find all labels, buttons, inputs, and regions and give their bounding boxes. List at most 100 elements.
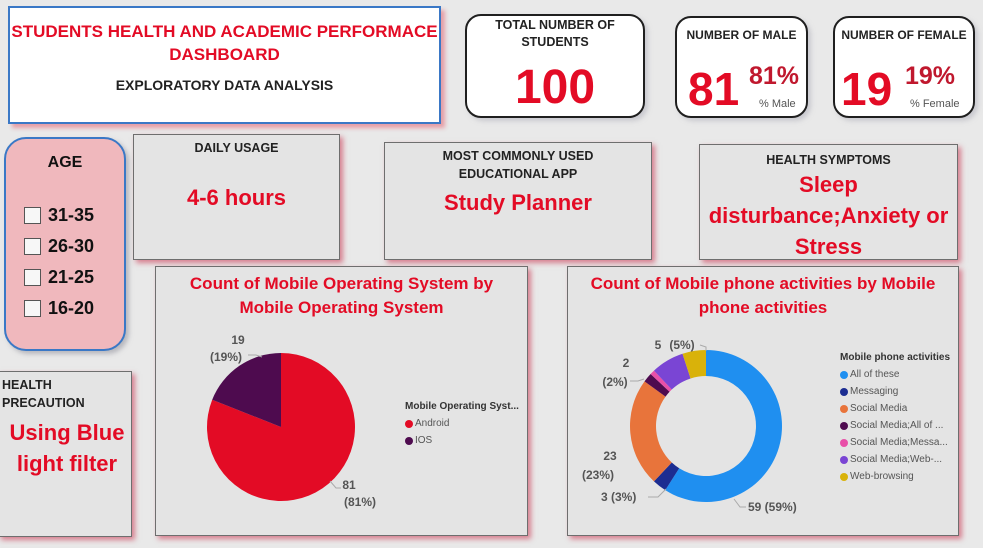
donut-slice-2[interactable] xyxy=(630,381,672,482)
leader-line-all xyxy=(733,498,746,508)
legend-label: Android xyxy=(415,418,450,429)
legend-label: Web-browsing xyxy=(850,471,914,482)
checkbox-icon[interactable] xyxy=(24,300,41,317)
legend-dot xyxy=(840,455,848,464)
dashboard-title-card: STUDENTS HEALTH AND ACADEMIC PERFORMACE … xyxy=(8,6,441,124)
age-option[interactable]: 16-20 xyxy=(24,298,94,319)
os-chart-card: Count of Mobile Operating System by Mobi… xyxy=(155,266,528,536)
donut-slice-3[interactable] xyxy=(644,373,670,397)
age-option[interactable]: 21-25 xyxy=(24,267,94,288)
legend-item-android[interactable]: Android xyxy=(405,418,519,429)
legend-item[interactable]: Web-browsing xyxy=(840,471,958,482)
total-students-value: 100 xyxy=(514,61,596,114)
data-label-android-count: 81 xyxy=(342,478,356,492)
legend-item[interactable]: Social Media xyxy=(840,403,958,414)
age-option-label: 26-30 xyxy=(48,236,95,256)
os-chart-title: Count of Mobile Operating System by Mobi… xyxy=(189,274,494,317)
male-count-value: 81 xyxy=(688,63,740,115)
legend-item[interactable]: Social Media;All of ... xyxy=(840,420,958,431)
legend-label: Social Media;All of ... xyxy=(850,420,944,431)
legend-dot xyxy=(840,404,848,413)
female-percent-label: % Female xyxy=(910,98,960,110)
age-option-label: 21-25 xyxy=(48,267,95,287)
legend-dot xyxy=(840,387,848,396)
daily-usage-card: DAILY USAGE 4-6 hours xyxy=(133,134,340,260)
legend-label: Social Media xyxy=(850,403,908,414)
data-label-social-count: 23 xyxy=(603,449,617,463)
legend-item[interactable]: All of these xyxy=(840,369,958,380)
pie-slice-ios[interactable] xyxy=(212,353,281,427)
checkbox-icon[interactable] xyxy=(24,269,41,286)
daily-usage-title: DAILY USAGE xyxy=(194,141,279,155)
os-pie-chart: 81 (81%) 19 (19%) xyxy=(207,333,376,509)
checkbox-icon[interactable] xyxy=(24,207,41,224)
leader-line-messaging xyxy=(648,488,667,498)
activities-chart-title: Count of Mobile phone activities by Mobi… xyxy=(590,274,936,317)
legend-label: All of these xyxy=(850,369,900,380)
common-app-card: MOST COMMONLY USED EDUCATIONAL APP Study… xyxy=(384,142,652,260)
age-option[interactable]: 31-35 xyxy=(24,205,94,226)
age-option-label: 16-20 xyxy=(48,298,95,318)
health-precaution-card: HEALTH PRECAUTION Using Blue light filte… xyxy=(0,371,132,537)
data-label-social-all-pct: (2%) xyxy=(602,375,627,389)
legend-dot xyxy=(840,370,848,379)
legend-item-ios[interactable]: IOS xyxy=(405,435,519,446)
donut-slice-1[interactable] xyxy=(653,462,680,491)
dashboard-subtitle: EXPLORATORY DATA ANALYSIS xyxy=(115,77,334,93)
data-label-ios-count: 19 xyxy=(231,333,245,347)
daily-usage-value: 4-6 hours xyxy=(186,185,287,210)
data-label-web-count: 5 xyxy=(655,338,662,352)
data-label-ios-pct: (19%) xyxy=(210,350,242,364)
health-precaution-title: HEALTH PRECAUTION xyxy=(2,378,85,410)
activities-chart-card: Count of Mobile phone activities by Mobi… xyxy=(567,266,959,536)
total-students-card: TOTAL NUMBER OF STUDENTS 100 xyxy=(465,14,645,118)
checkbox-icon[interactable] xyxy=(24,238,41,255)
legend-item[interactable]: Messaging xyxy=(840,386,958,397)
female-count-value: 19 xyxy=(841,63,893,115)
age-option[interactable]: 26-30 xyxy=(24,236,94,257)
data-label-messaging: 3 (3%) xyxy=(601,490,636,504)
data-label-social-pct: (23%) xyxy=(582,468,614,482)
donut-slice-0[interactable] xyxy=(665,350,782,502)
legend-dot xyxy=(840,472,848,481)
activities-legend-items: All of these Messaging Social Media Social … xyxy=(840,369,958,482)
total-students-label: TOTAL NUMBER OF STUDENTS xyxy=(495,18,615,49)
leader-line-web xyxy=(699,344,707,351)
legend-item[interactable]: Social Media;Messa... xyxy=(840,437,958,448)
leader-line-social-all xyxy=(630,378,645,382)
age-slicer: AGE 31-35 26-30 21-25 16-20 xyxy=(4,137,126,351)
health-symptoms-value: Sleep disturbance;Anxiety or Stress xyxy=(708,172,949,259)
legend-label: IOS xyxy=(415,435,433,446)
age-option-label: 31-35 xyxy=(48,205,95,225)
donut-slice-4[interactable] xyxy=(650,370,672,392)
legend-dot xyxy=(840,421,848,430)
data-label-all-of-these: 59 (59%) xyxy=(748,500,797,514)
male-percent-label: % Male xyxy=(759,98,796,110)
data-label-web-pct: (5%) xyxy=(669,338,694,352)
legend-item[interactable]: Social Media;Web-... xyxy=(840,454,958,465)
donut-slice-6[interactable] xyxy=(682,350,706,379)
legend-label: Social Media;Web-... xyxy=(850,454,943,465)
female-count-label: NUMBER OF FEMALE xyxy=(841,28,967,42)
os-legend: Mobile Operating Syst... Android IOS xyxy=(405,401,519,446)
activities-legend: Mobile phone activities All of these Mess… xyxy=(840,352,958,482)
os-legend-title: Mobile Operating Syst... xyxy=(405,401,519,412)
activities-donut-chart: 59 (59%) 3 (3%) 23 (23%) 2 (2%) 5 (5%) xyxy=(582,338,797,514)
male-count-card: NUMBER OF MALE 81 81% % Male xyxy=(675,16,808,118)
health-symptoms-card: HEALTH SYMPTOMS Sleep disturbance;Anxiet… xyxy=(699,144,958,260)
activities-legend-title: Mobile phone activities xyxy=(840,352,951,363)
male-percent-value: 81% xyxy=(749,62,800,90)
legend-label: Social Media;Messa... xyxy=(850,437,948,448)
legend-dot-ios xyxy=(405,436,413,445)
dashboard-title: STUDENTS HEALTH AND ACADEMIC PERFORMACE … xyxy=(11,22,438,64)
common-app-value: Study Planner xyxy=(444,190,592,215)
data-label-android-pct: (81%) xyxy=(344,495,376,509)
legend-label: Messaging xyxy=(850,386,899,397)
common-app-title: MOST COMMONLY USED EDUCATIONAL APP xyxy=(442,149,594,181)
female-count-card: NUMBER OF FEMALE 19 19% % Female xyxy=(833,16,975,118)
leader-line-ios xyxy=(248,354,263,358)
legend-dot-android xyxy=(405,419,413,428)
legend-dot xyxy=(840,438,848,447)
male-count-label: NUMBER OF MALE xyxy=(686,28,797,42)
donut-slice-5[interactable] xyxy=(653,353,691,390)
